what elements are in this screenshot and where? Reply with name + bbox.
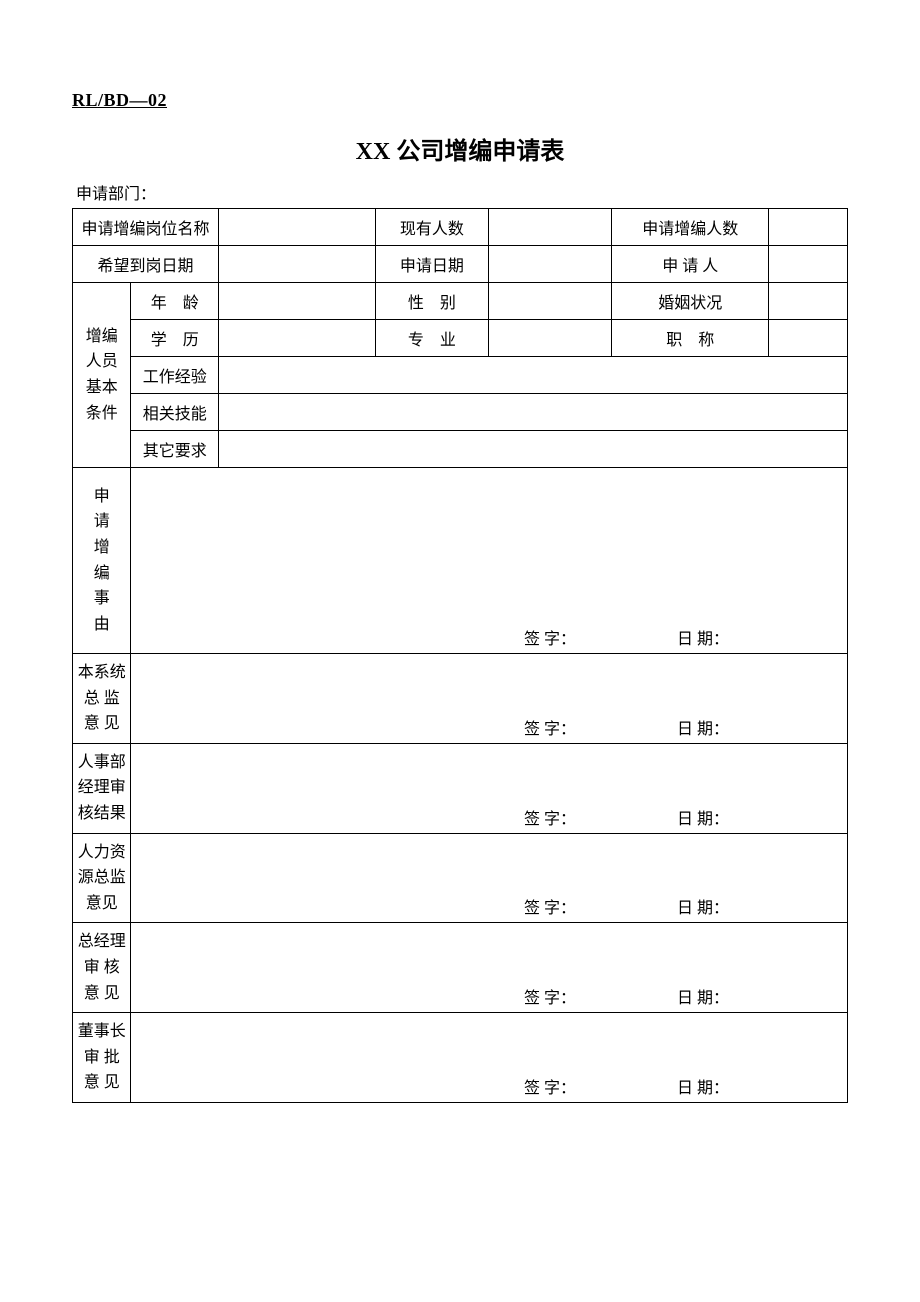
- approval-cell-3: 签 字： 日 期：: [131, 923, 848, 1013]
- current-count-value: [488, 209, 612, 246]
- approval-cell-1: 签 字： 日 期：: [131, 743, 848, 833]
- dept-label: 申请部门：: [72, 180, 848, 204]
- edu-value: [219, 320, 376, 357]
- age-value: [219, 283, 376, 320]
- date-label: 日 期：: [677, 625, 837, 649]
- gender-value: [488, 283, 612, 320]
- date-label: 日 期：: [677, 894, 837, 918]
- position-label: 申请增编岗位名称: [73, 209, 219, 246]
- reason-value-cell: 签 字： 日 期：: [131, 468, 848, 654]
- table-row: 工作经验: [73, 357, 848, 394]
- apply-date-label: 申请日期: [376, 246, 488, 283]
- table-row: 总经理 审 核 意 见 签 字： 日 期：: [73, 923, 848, 1013]
- major-label: 专 业: [376, 320, 488, 357]
- approval-cell-2: 签 字： 日 期：: [131, 833, 848, 923]
- date-label: 日 期：: [677, 1074, 837, 1098]
- form-code: RL/BD—02: [72, 90, 848, 111]
- table-row: 希望到岗日期 申请日期 申 请 人: [73, 246, 848, 283]
- marriage-label: 婚姻状况: [612, 283, 769, 320]
- table-row: 增编 人员 基本 条件 年 龄 性 别 婚姻状况: [73, 283, 848, 320]
- table-row: 本系统 总 监 意 见 签 字： 日 期：: [73, 654, 848, 744]
- other-value: [219, 431, 848, 468]
- approval-label-4: 董事长 审 批 意 见: [73, 1013, 131, 1103]
- date-label: 日 期：: [677, 805, 837, 829]
- conditions-group-label: 增编 人员 基本 条件: [73, 283, 131, 468]
- table-row: 人力资 源总监 意见 签 字： 日 期：: [73, 833, 848, 923]
- approval-label-3: 总经理 审 核 意 见: [73, 923, 131, 1013]
- skill-label: 相关技能: [131, 394, 219, 431]
- table-row: 学 历 专 业 职 称: [73, 320, 848, 357]
- wish-date-value: [219, 246, 376, 283]
- position-value: [219, 209, 376, 246]
- edu-label: 学 历: [131, 320, 219, 357]
- sign-label: 签 字：: [524, 805, 677, 829]
- date-label: 日 期：: [677, 715, 837, 739]
- sign-label: 签 字：: [524, 894, 677, 918]
- table-row: 申 请 增 编 事 由 签 字： 日 期：: [73, 468, 848, 654]
- skill-value: [219, 394, 848, 431]
- date-label: 日 期：: [677, 984, 837, 1008]
- table-row: 其它要求: [73, 431, 848, 468]
- approval-cell-0: 签 字： 日 期：: [131, 654, 848, 744]
- apply-date-value: [488, 246, 612, 283]
- sign-label: 签 字：: [524, 625, 677, 649]
- applicant-label: 申 请 人: [612, 246, 769, 283]
- wish-date-label: 希望到岗日期: [73, 246, 219, 283]
- table-row: 申请增编岗位名称 现有人数 申请增编人数: [73, 209, 848, 246]
- reason-sign-line: 签 字： 日 期：: [131, 625, 847, 649]
- sign-label: 签 字：: [524, 715, 677, 739]
- sign-label: 签 字：: [524, 984, 677, 1008]
- other-label: 其它要求: [131, 431, 219, 468]
- gender-label: 性 别: [376, 283, 488, 320]
- approval-cell-4: 签 字： 日 期：: [131, 1013, 848, 1103]
- application-table: 申请增编岗位名称 现有人数 申请增编人数 希望到岗日期 申请日期 申 请 人 增…: [72, 208, 848, 1103]
- major-value: [488, 320, 612, 357]
- experience-value: [219, 357, 848, 394]
- title-label: 职 称: [612, 320, 769, 357]
- page-title: XX 公司增编申请表: [72, 131, 848, 166]
- marriage-value: [769, 283, 848, 320]
- title-value: [769, 320, 848, 357]
- current-count-label: 现有人数: [376, 209, 488, 246]
- request-count-value: [769, 209, 848, 246]
- table-row: 董事长 审 批 意 见 签 字： 日 期：: [73, 1013, 848, 1103]
- age-label: 年 龄: [131, 283, 219, 320]
- table-row: 人事部 经理审 核结果 签 字： 日 期：: [73, 743, 848, 833]
- table-row: 相关技能: [73, 394, 848, 431]
- applicant-value: [769, 246, 848, 283]
- sign-label: 签 字：: [524, 1074, 677, 1098]
- approval-label-0: 本系统 总 监 意 见: [73, 654, 131, 744]
- approval-label-1: 人事部 经理审 核结果: [73, 743, 131, 833]
- request-count-label: 申请增编人数: [612, 209, 769, 246]
- experience-label: 工作经验: [131, 357, 219, 394]
- reason-label: 申 请 增 编 事 由: [73, 468, 131, 654]
- approval-label-2: 人力资 源总监 意见: [73, 833, 131, 923]
